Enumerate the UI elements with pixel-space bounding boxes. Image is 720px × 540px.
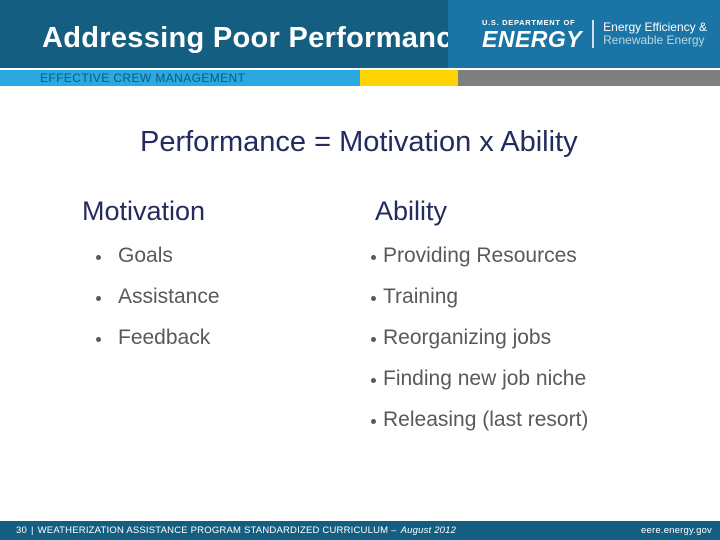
doe-energy-wordmark: ENERGY — [482, 26, 583, 52]
list-item-label: Providing Resources — [383, 244, 577, 267]
doe-department-label: U.S. DEPARTMENT OF — [482, 18, 576, 27]
motivation-bullet-list: Goals Assistance Feedback — [96, 235, 220, 358]
bullet-icon — [96, 255, 101, 260]
equation-text: Performance = Motivation x Ability — [140, 126, 578, 158]
list-item: Goals — [96, 235, 220, 276]
bullet-icon — [96, 337, 101, 342]
eere-program-line1: Energy Efficiency & — [603, 20, 707, 34]
kicker-segment-yellow — [360, 70, 458, 86]
eere-program-line2: Renewable Energy — [603, 33, 705, 47]
footer-attribution: 30 | WEATHERIZATION ASSISTANCE PROGRAM S… — [16, 525, 456, 536]
list-item: Releasing (last resort) — [371, 399, 588, 440]
list-item-label: Training — [383, 285, 459, 308]
list-item-label: Assistance — [118, 285, 220, 308]
list-item: Assistance — [96, 276, 220, 317]
bullet-icon — [371, 296, 376, 301]
list-item: Finding new job niche — [371, 358, 588, 399]
kicker-bar: EFFECTIVE CREW MANAGEMENT — [0, 70, 720, 86]
list-item: Reorganizing jobs — [371, 317, 588, 358]
list-item-label: Feedback — [118, 326, 211, 349]
list-item: Feedback — [96, 317, 220, 358]
footer-date: August 2012 — [400, 525, 457, 536]
column-heading-ability: Ability — [375, 196, 448, 226]
eere-program-name: Energy Efficiency & Renewable Energy — [603, 21, 707, 47]
list-item-label: Goals — [118, 244, 173, 267]
doe-eere-logo: U.S. DEPARTMENT OF ENERGY Energy Efficie… — [448, 0, 720, 68]
list-item-label: Finding new job niche — [383, 367, 587, 390]
page-number: 30 — [16, 525, 27, 536]
bullet-icon — [371, 337, 376, 342]
kicker-segment-blue — [0, 70, 360, 86]
footer-program-text: WEATHERIZATION ASSISTANCE PROGRAM STANDA… — [37, 525, 397, 536]
bullet-icon — [371, 378, 376, 383]
footer-website: eere.energy.gov — [641, 525, 712, 536]
bullet-icon — [371, 419, 376, 424]
footer-separator: | — [30, 525, 34, 536]
doe-logo: U.S. DEPARTMENT OF ENERGY — [482, 18, 583, 52]
kicker-label: EFFECTIVE CREW MANAGEMENT — [40, 71, 246, 85]
list-item-label: Releasing (last resort) — [383, 408, 589, 431]
list-item: Providing Resources — [371, 235, 588, 276]
bullet-icon — [371, 255, 376, 260]
footer-band: 30 | WEATHERIZATION ASSISTANCE PROGRAM S… — [0, 521, 720, 540]
bullet-icon — [96, 296, 101, 301]
list-item: Training — [371, 276, 588, 317]
kicker-segment-gray — [458, 70, 720, 86]
ability-bullet-list: Providing Resources Training Reorganizin… — [371, 235, 588, 440]
column-heading-motivation: Motivation — [82, 196, 206, 226]
logo-divider — [592, 20, 595, 48]
list-item-label: Reorganizing jobs — [383, 326, 552, 349]
page-title: Addressing Poor Performance — [42, 22, 470, 54]
